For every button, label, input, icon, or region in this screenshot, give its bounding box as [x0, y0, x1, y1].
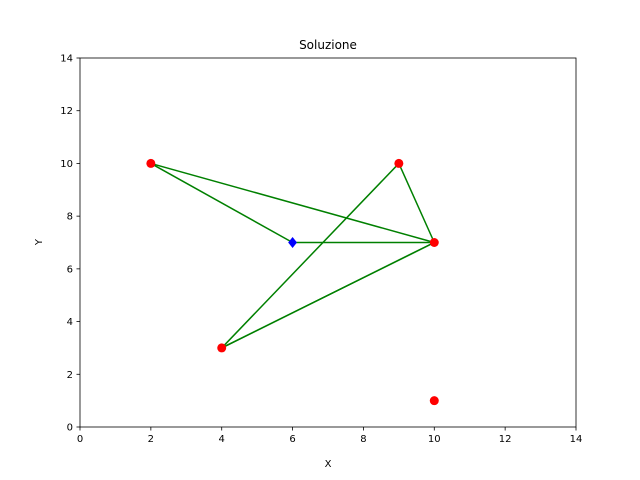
- x-tick-label: 8: [360, 434, 366, 445]
- plot-frame: [79, 57, 577, 428]
- x-tick-label: 14: [570, 434, 583, 445]
- y-tick-label: 2: [67, 370, 73, 381]
- circle-point: [217, 343, 227, 353]
- y-tick-label: 4: [67, 317, 73, 328]
- x-tick-label: 10: [428, 434, 441, 445]
- y-tick-label: 8: [67, 212, 73, 223]
- x-tick-label: 4: [219, 434, 225, 445]
- y-axis-ticks: 0 2 4 6 8 10 12 14: [60, 54, 80, 434]
- x-tick-label: 6: [289, 434, 295, 445]
- circle-point: [429, 396, 439, 406]
- connection-line: [150, 162, 435, 244]
- diamond-point: [288, 237, 297, 248]
- segment-layer: [150, 162, 435, 349]
- circle-point: [394, 158, 404, 168]
- y-axis-label: Y: [34, 238, 45, 246]
- y-tick-label: 0: [67, 423, 73, 434]
- circle-point: [146, 158, 156, 168]
- y-tick-label: 12: [60, 106, 73, 117]
- y-tick-label: 14: [60, 54, 73, 65]
- x-axis-label: X: [325, 459, 332, 470]
- x-axis-ticks: 0 2 4 6 8 10 12 14: [77, 427, 583, 445]
- connection-line: [398, 163, 435, 243]
- y-tick-label: 10: [60, 159, 73, 170]
- connection-line: [221, 162, 400, 349]
- x-tick-label: 2: [148, 434, 154, 445]
- connection-line: [150, 162, 293, 244]
- x-tick-label: 0: [77, 434, 83, 445]
- connection-line: [221, 241, 435, 349]
- marker-layer: [146, 158, 439, 406]
- x-tick-label: 12: [499, 434, 512, 445]
- chart-title: Soluzione: [299, 38, 357, 52]
- y-tick-label: 6: [67, 264, 73, 275]
- circle-point: [429, 238, 439, 247]
